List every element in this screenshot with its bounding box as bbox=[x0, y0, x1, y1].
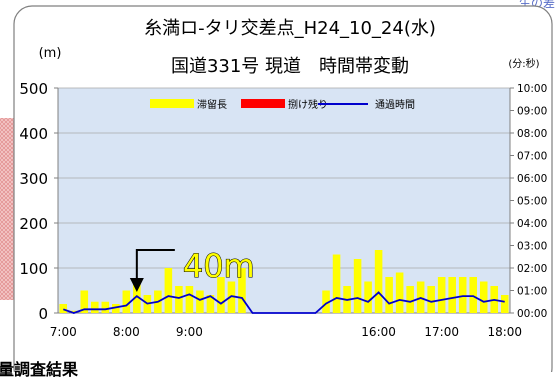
bar bbox=[69, 310, 78, 313]
bar bbox=[479, 281, 488, 313]
y2-axis-ticks: 00:00 01:00 02:00 03:00 04:00 05:00 06:00 07:00… bbox=[510, 83, 547, 320]
y2-axis-label: (分:秒) bbox=[508, 57, 539, 70]
legend-label: 捌け残り bbox=[288, 98, 328, 111]
bar bbox=[91, 301, 99, 313]
y2-tick-label: 02:00 bbox=[517, 263, 547, 275]
bar bbox=[206, 295, 215, 313]
y-tick-label: 400 bbox=[19, 125, 48, 143]
bar bbox=[217, 277, 225, 313]
x-tick-label: 16:00 bbox=[361, 325, 396, 339]
y2-tick-label: 09:00 bbox=[517, 106, 547, 118]
legend-swatch bbox=[150, 99, 194, 108]
bar bbox=[164, 268, 173, 313]
y-tick-label: 200 bbox=[19, 215, 48, 233]
bar bbox=[395, 272, 404, 313]
y-axis-ticks: 0 100 200 300 400 500 bbox=[19, 80, 58, 323]
bottom-caption: 量調査結果 bbox=[0, 360, 79, 379]
bar bbox=[238, 268, 246, 313]
bar bbox=[364, 281, 372, 313]
legend-swatch bbox=[241, 99, 285, 108]
bar bbox=[59, 304, 68, 313]
bar bbox=[458, 277, 467, 313]
y2-tick-label: 07:00 bbox=[517, 151, 547, 163]
x-tick-label: 17:00 bbox=[424, 325, 459, 339]
bar bbox=[112, 304, 120, 313]
bar bbox=[185, 286, 194, 313]
bar bbox=[406, 286, 414, 313]
bar bbox=[500, 295, 509, 313]
chart-figure: 糸満ロ-タリ交差点_H24_10_24(水) 国道331号 現道 時間帯変動 (… bbox=[0, 5, 553, 372]
bar bbox=[322, 290, 330, 313]
bar bbox=[437, 277, 446, 313]
bar bbox=[196, 290, 204, 313]
y-tick-label: 100 bbox=[19, 260, 48, 278]
legend-label: 滞留長 bbox=[197, 98, 227, 111]
y2-tick-label: 10:00 bbox=[517, 83, 547, 95]
y2-tick-label: 08:00 bbox=[517, 128, 547, 140]
bar bbox=[374, 250, 383, 313]
bar bbox=[332, 254, 341, 313]
chart-title: 糸満ロ-タリ交差点_H24_10_24(水) bbox=[144, 18, 436, 39]
y-tick-label: 300 bbox=[19, 170, 48, 188]
y2-tick-label: 01:00 bbox=[517, 286, 547, 298]
bar bbox=[227, 281, 236, 313]
corner-text: 生の差 bbox=[518, 0, 555, 10]
x-tick-label: 8:00 bbox=[113, 325, 140, 339]
annotation-arrowhead bbox=[129, 278, 144, 292]
bar bbox=[122, 290, 131, 313]
x-tick-label: 9:00 bbox=[176, 325, 203, 339]
plot-area bbox=[58, 88, 510, 313]
bar bbox=[101, 301, 110, 313]
annotation-arrow-line bbox=[135, 249, 175, 280]
y2-tick-label: 06:00 bbox=[517, 173, 547, 185]
bar bbox=[469, 277, 477, 313]
y2-tick-label: 04:00 bbox=[517, 218, 547, 230]
legend: 滞留長 捌け残り 通過時間 bbox=[150, 98, 415, 111]
bar bbox=[448, 277, 456, 313]
x-tick-label: 18:00 bbox=[487, 325, 522, 339]
passing-time-line bbox=[63, 291, 505, 314]
bar bbox=[427, 286, 435, 313]
bar bbox=[353, 259, 362, 313]
y-tick-label: 500 bbox=[19, 80, 48, 98]
bar bbox=[385, 277, 393, 313]
line-layer bbox=[63, 291, 505, 314]
annotation-label: 40m bbox=[183, 247, 255, 285]
y-tick-label: 0 bbox=[38, 305, 48, 323]
x-tick-label: 7:00 bbox=[50, 325, 77, 339]
bar bbox=[175, 286, 183, 313]
y2-tick-label: 00:00 bbox=[517, 308, 547, 320]
bars-layer bbox=[59, 250, 509, 313]
bar bbox=[80, 290, 89, 313]
chart-subtitle: 国道331号 現道 時間帯変動 bbox=[171, 56, 409, 77]
y2-tick-label: 05:00 bbox=[517, 196, 547, 208]
gridlines bbox=[57, 87, 511, 314]
annotation: 40m bbox=[129, 246, 255, 292]
legend-label: 通過時間 bbox=[375, 99, 415, 111]
y2-tick-label: 03:00 bbox=[517, 241, 547, 253]
x-axis-ticks: 7:00 8:00 9:00 16:00 17:00 18:00 bbox=[50, 325, 522, 339]
y-axis-label: (m) bbox=[39, 46, 62, 61]
